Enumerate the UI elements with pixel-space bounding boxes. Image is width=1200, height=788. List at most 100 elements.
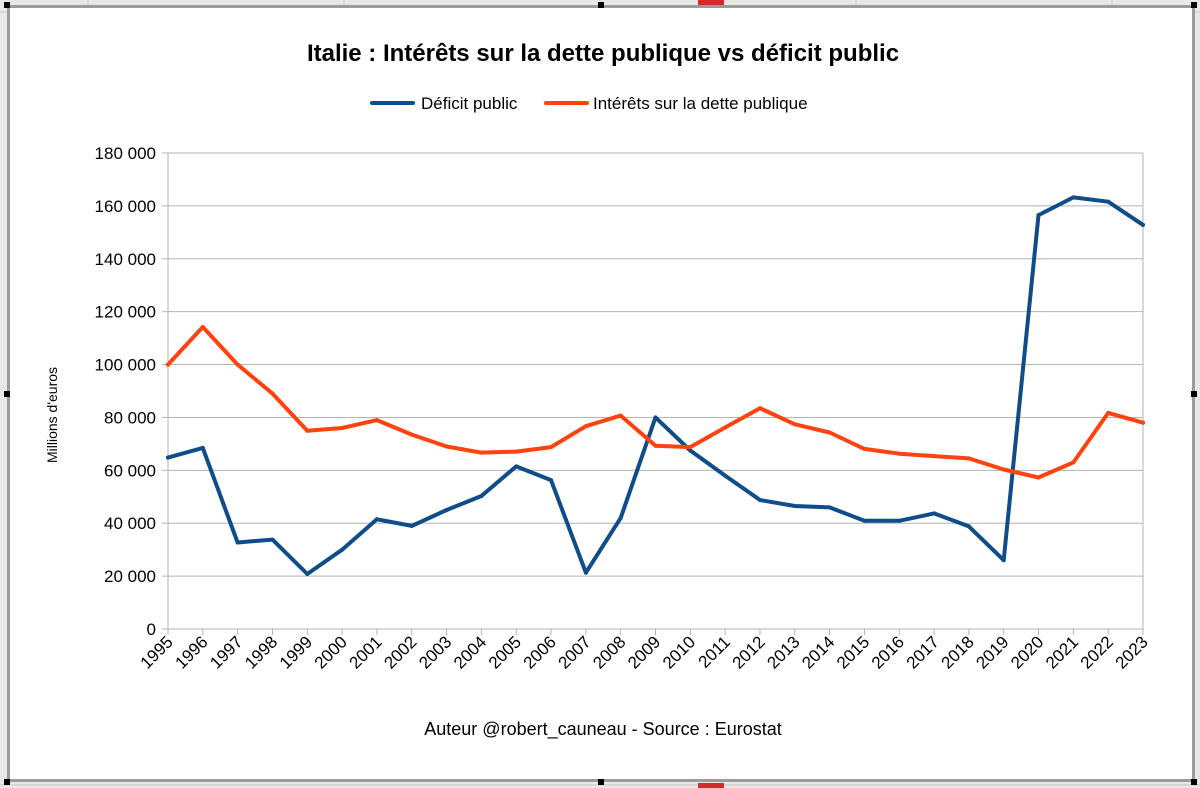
y-axis-ticks: 0 20 000 40 000 60 000 80 000 100 000 120 000 1…	[95, 144, 168, 639]
ytick-label: 140 000	[95, 250, 156, 269]
selection-handle-bottom-center[interactable]	[598, 779, 604, 785]
series-line-deficit-public	[166, 195, 1145, 576]
ytick-label: 120 000	[95, 303, 156, 322]
xtick-label: 2019	[972, 632, 1012, 672]
data-point-deficit-1997	[235, 540, 240, 545]
xtick-label: 1997	[206, 632, 246, 672]
xtick-label: 2010	[659, 632, 699, 672]
data-point-deficit-2015	[862, 518, 867, 523]
data-point-interets-2019	[1001, 467, 1006, 472]
xtick-label: 2014	[798, 632, 838, 672]
xtick-label: 1998	[241, 632, 281, 672]
data-point-interets-2021	[1071, 460, 1076, 465]
data-point-deficit-2010	[688, 448, 693, 453]
chart-title: Italie : Intérêts sur la dette publique …	[307, 40, 899, 67]
xtick-label: 2008	[589, 632, 629, 672]
xtick-label: 2007	[555, 632, 595, 672]
data-point-deficit-2021	[1071, 195, 1076, 200]
xtick-label: 2013	[763, 632, 803, 672]
xtick-label: 2005	[485, 632, 525, 672]
xtick-label: 2002	[380, 632, 420, 672]
data-point-interets-2012	[758, 406, 762, 411]
ytick-label: 100 000	[95, 356, 156, 375]
data-point-deficit-2014	[827, 505, 832, 510]
data-point-deficit-2020	[1036, 213, 1041, 218]
xtick-label: 2011	[695, 632, 734, 671]
xtick-label: 2006	[520, 632, 560, 672]
data-point-deficit-2000	[340, 547, 345, 552]
legend: Déficit public Intérêts sur la dette pub…	[370, 94, 808, 113]
ytick-label: 20 000	[104, 567, 156, 586]
data-point-interets-2011	[723, 425, 728, 430]
xtick-label: 1996	[171, 632, 211, 672]
data-point-interets-2005	[514, 449, 519, 454]
selection-handle-top-left[interactable]	[4, 2, 10, 8]
ytick-label: 0	[147, 620, 156, 639]
ytick-label: 60 000	[104, 461, 156, 480]
xtick-label: 2009	[624, 632, 664, 672]
data-point-deficit-2013	[792, 504, 797, 508]
ytick-label: 80 000	[104, 408, 156, 427]
selection-handle-middle-right[interactable]	[1191, 391, 1197, 397]
legend-label-interets: Intérêts sur la dette publique	[593, 94, 808, 113]
selection-handle-middle-left[interactable]	[4, 391, 10, 397]
x-axis-ticks: 1995199619971998199920002001200220032004…	[137, 629, 1152, 673]
gridlines	[167, 152, 1144, 635]
xtick-label: 2015	[833, 632, 873, 672]
data-point-interets-2009	[653, 443, 658, 448]
data-point-interets-2023	[1141, 420, 1145, 425]
data-point-interets-1995	[166, 362, 170, 367]
data-point-deficit-1999	[305, 572, 310, 576]
selection-handle-bottom-left[interactable]	[4, 779, 10, 785]
xtick-label: 2023	[1112, 632, 1152, 672]
data-point-interets-2003	[444, 444, 449, 449]
data-point-interets-2020	[1036, 475, 1041, 480]
xtick-label: 2022	[1077, 632, 1117, 672]
data-point-interets-2004	[479, 450, 484, 455]
selection-handle-top-right[interactable]	[1191, 2, 1197, 8]
data-point-deficit-1996	[200, 445, 205, 450]
xtick-label: 2004	[450, 632, 490, 672]
xtick-label: 2001	[346, 632, 386, 672]
data-point-interets-2017	[932, 454, 937, 459]
data-point-interets-2000	[340, 426, 345, 430]
chart-footer-source: Auteur @robert_cauneau - Source : Eurost…	[424, 719, 781, 740]
data-point-interets-1999	[305, 428, 310, 433]
ytick-label: 180 000	[95, 144, 156, 163]
selection-handle-bottom-right[interactable]	[1191, 779, 1197, 785]
data-point-deficit-2012	[758, 498, 762, 502]
data-point-deficit-2016	[897, 518, 902, 523]
data-point-deficit-2017	[932, 511, 937, 516]
xtick-label: 2016	[868, 632, 908, 672]
data-point-deficit-2002	[409, 523, 414, 528]
data-point-interets-2010	[688, 445, 693, 450]
data-point-deficit-2003	[444, 508, 449, 512]
xtick-label: 1995	[137, 632, 177, 672]
xtick-label: 2017	[903, 632, 943, 672]
data-point-interets-2016	[897, 451, 902, 456]
data-point-interets-2002	[409, 432, 414, 437]
legend-label-deficit: Déficit public	[421, 94, 518, 113]
xtick-label: 2000	[311, 632, 351, 672]
data-point-deficit-2004	[479, 494, 484, 498]
series	[166, 195, 1145, 576]
ytick-label: 160 000	[95, 197, 156, 216]
data-point-deficit-2007	[583, 570, 588, 575]
data-point-deficit-2011	[723, 473, 728, 478]
xtick-label: 2003	[415, 632, 455, 672]
data-point-deficit-2022	[1106, 199, 1111, 204]
data-point-deficit-2005	[514, 464, 519, 469]
data-point-deficit-2008	[618, 515, 623, 520]
data-point-deficit-2009	[653, 415, 658, 420]
data-point-interets-2006	[549, 445, 553, 450]
data-point-deficit-2019	[1001, 558, 1006, 563]
selection-handle-top-center[interactable]	[598, 2, 604, 8]
data-point-interets-2015	[862, 446, 867, 451]
data-point-deficit-2001	[374, 517, 379, 522]
data-point-interets-2001	[374, 418, 379, 423]
series-line-interets-dette	[166, 325, 1145, 480]
data-point-interets-1996	[200, 325, 205, 329]
data-point-interets-1998	[270, 391, 275, 396]
data-point-deficit-1998	[270, 537, 275, 542]
data-point-interets-2008	[618, 413, 623, 418]
